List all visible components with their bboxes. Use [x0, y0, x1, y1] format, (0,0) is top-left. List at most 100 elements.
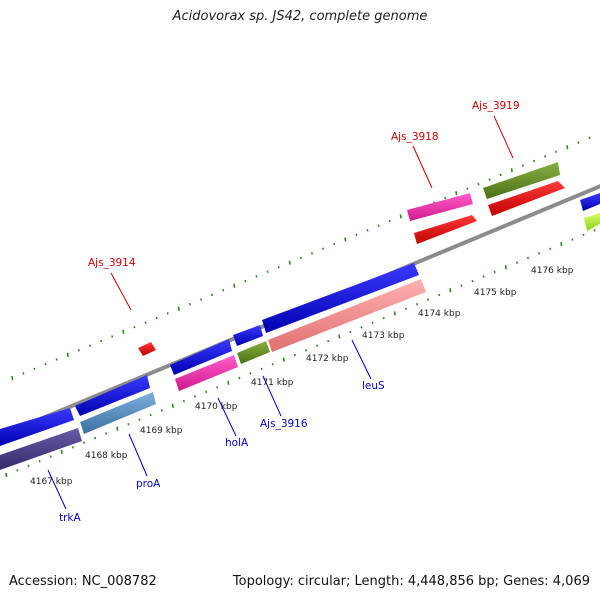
gene-label-leus[interactable]: leuS	[362, 380, 385, 392]
tick-mark	[27, 464, 30, 468]
tick-mark	[238, 376, 241, 380]
tick-mark	[455, 191, 458, 196]
gene-label-proa[interactable]: proA	[136, 478, 161, 490]
tick-mark	[5, 472, 8, 478]
scale-label: 4173 kbp	[362, 331, 405, 341]
feature-edge-blue[interactable]	[580, 193, 600, 211]
feature-blue-2[interactable]	[75, 375, 150, 416]
tick-mark	[111, 335, 114, 338]
feature-leus[interactable]	[268, 279, 426, 352]
tick-mark	[94, 436, 97, 440]
tick-mark	[327, 339, 330, 343]
feature-blue-4[interactable]	[233, 325, 263, 346]
feature-trka[interactable]	[0, 428, 82, 470]
tick-mark	[277, 265, 280, 269]
map-title: Acidovorax sp. JS42, complete genome	[172, 9, 428, 24]
leader-ajs3916	[262, 375, 282, 417]
tick-mark	[127, 422, 130, 426]
tick-mark	[77, 349, 80, 352]
tick-mark	[555, 150, 558, 154]
tick-mark	[577, 141, 580, 144]
tick-mark	[316, 344, 319, 347]
tick-mark	[593, 229, 596, 232]
tick-mark	[549, 247, 552, 251]
tick-mark	[227, 380, 230, 385]
tick-mark	[349, 330, 352, 334]
gene-label-hola[interactable]: holA	[225, 437, 249, 449]
tick-mark	[177, 306, 180, 311]
tick-mark	[138, 418, 141, 421]
tick-mark	[193, 395, 197, 398]
tick-mark	[11, 375, 14, 381]
gene-labels: Ajs_3914 Ajs_3918 Ajs_3919 trkA proA hol…	[59, 100, 520, 524]
feature-edge-lime[interactable]	[584, 213, 600, 231]
gene-label-ajs3916[interactable]: Ajs_3916	[260, 418, 308, 430]
tick-mark	[504, 265, 507, 270]
gene-label-ajs3918[interactable]: Ajs_3918	[391, 131, 439, 143]
feature-ajs3916[interactable]	[237, 341, 270, 364]
tick-mark	[588, 136, 591, 140]
feature-hola[interactable]	[175, 355, 238, 391]
tick-mark	[182, 399, 185, 403]
feature-blue-long[interactable]	[262, 263, 419, 333]
leader-hola	[217, 397, 237, 437]
tick-mark	[122, 329, 125, 334]
leader-leus	[351, 339, 372, 380]
tick-mark	[427, 298, 430, 301]
tick-mark	[222, 289, 225, 292]
tick-mark	[388, 219, 391, 223]
tick-mark	[166, 312, 169, 315]
tick-mark	[460, 284, 463, 287]
leader-proa	[128, 433, 148, 477]
tick-mark	[471, 279, 474, 283]
tick-mark	[382, 316, 385, 320]
tick-mark	[566, 145, 569, 150]
feature-ajs3918-red[interactable]	[414, 215, 477, 244]
gene-label-ajs3919[interactable]: Ajs_3919	[472, 100, 520, 112]
feature-ajs3914[interactable]	[138, 342, 156, 356]
tick-mark	[404, 307, 407, 311]
tick-mark	[571, 238, 574, 241]
tick-mark	[216, 386, 219, 389]
tick-mark	[211, 293, 214, 297]
leader-ajs3919	[493, 115, 514, 159]
tick-mark	[144, 321, 147, 324]
tick-mark	[355, 233, 358, 237]
tick-mark	[60, 449, 63, 455]
tick-mark	[371, 321, 374, 324]
tick-mark	[538, 252, 541, 255]
tick-mark	[288, 260, 291, 265]
label-leaders	[47, 115, 514, 510]
tick-mark	[266, 270, 269, 274]
tick-mark	[71, 446, 74, 449]
gene-label-trka[interactable]: trkA	[59, 512, 82, 524]
tick-mark	[260, 367, 263, 371]
tick-mark	[338, 334, 341, 339]
accession-text: Accession: NC_008782	[9, 574, 157, 589]
tick-mark	[299, 256, 302, 260]
tick-mark	[322, 247, 325, 250]
feature-ajs3919-olive[interactable]	[483, 162, 560, 199]
tick-mark	[526, 256, 530, 260]
tick-mark	[249, 372, 252, 375]
feature-blue-3[interactable]	[170, 339, 232, 375]
reverse-strand-features	[0, 263, 426, 470]
feature-blue-1[interactable]	[0, 408, 74, 446]
tick-mark	[199, 298, 203, 301]
forward-strand-features	[138, 162, 600, 356]
gene-label-ajs3914[interactable]: Ajs_3914	[88, 257, 136, 269]
tick-mark	[582, 233, 585, 237]
feature-ajs3919-red[interactable]	[488, 181, 565, 216]
tick-mark	[399, 214, 402, 219]
tick-mark	[499, 173, 502, 177]
scale-label: 4172 kbp	[306, 354, 349, 364]
leader-trka	[47, 469, 67, 510]
feature-ajs3918-pink[interactable]	[407, 193, 473, 221]
scale-label: 4170 kbp	[195, 402, 238, 412]
tick-mark	[360, 326, 363, 329]
tick-mark	[49, 455, 52, 458]
tick-mark	[532, 159, 536, 163]
feature-proa[interactable]	[80, 392, 156, 434]
tick-mark	[133, 325, 136, 329]
